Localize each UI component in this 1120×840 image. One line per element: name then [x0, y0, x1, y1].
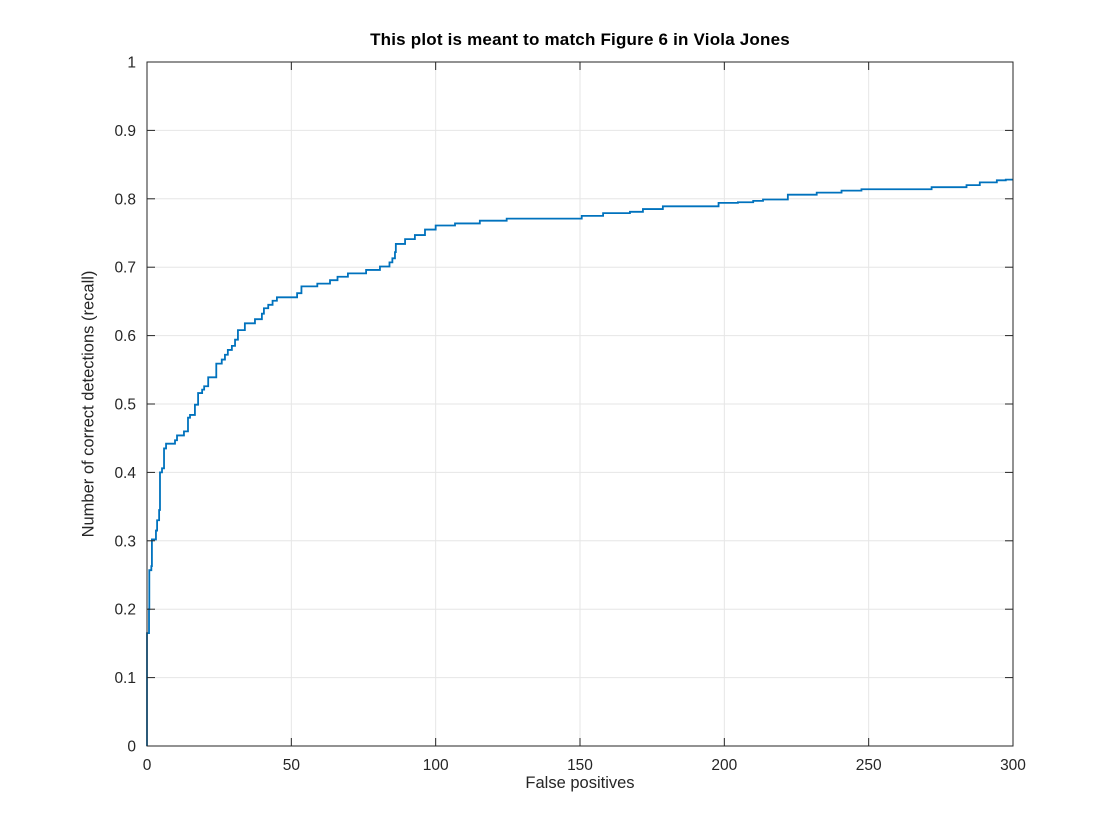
y-tick-label: 0.5: [114, 397, 136, 414]
x-tick-label: 250: [856, 757, 882, 774]
x-tick-label: 150: [567, 757, 593, 774]
y-tick-label: 0.6: [114, 328, 136, 345]
y-tick-label: 0.8: [114, 191, 136, 208]
y-axis-label: Number of correct detections (recall): [79, 270, 98, 538]
x-tick-label: 100: [423, 757, 449, 774]
y-tick-label: 0.3: [114, 533, 136, 550]
x-tick-label: 50: [283, 757, 301, 774]
y-tick-label: 0.4: [114, 465, 136, 482]
x-tick-label: 200: [711, 757, 737, 774]
y-tick-label: 1: [127, 55, 136, 72]
x-tick-label: 0: [143, 757, 152, 774]
roc-curve-line: [146, 178, 1013, 746]
y-tick-label: 0: [127, 739, 136, 756]
y-tick-label: 0.9: [114, 123, 136, 140]
y-tick-label: 0.7: [114, 260, 136, 277]
x-axis-label: False positives: [525, 774, 635, 792]
plot-title: This plot is meant to match Figure 6 in …: [370, 30, 790, 49]
y-tick-label: 0.1: [114, 670, 136, 687]
x-tick-label: 300: [1000, 757, 1026, 774]
y-tick-label: 0.2: [114, 602, 136, 619]
